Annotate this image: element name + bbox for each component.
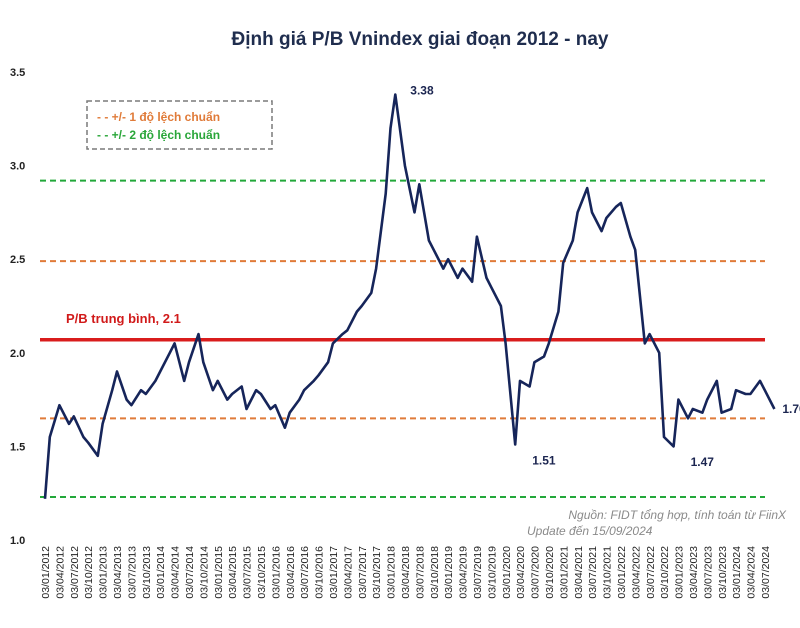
y-tick-label: 1.0 bbox=[10, 535, 25, 547]
y-tick-label: 3.0 bbox=[10, 161, 25, 173]
series-group bbox=[43, 93, 776, 499]
x-tick-label: 03/10/2019 bbox=[486, 546, 498, 599]
legend-item-1sd: - - +/- 1 độ lệch chuẩn bbox=[97, 110, 220, 124]
x-tick-label: 03/07/2024 bbox=[760, 546, 772, 599]
x-tick-label: 03/10/2020 bbox=[544, 546, 556, 599]
data-label-0: 3.38 bbox=[410, 83, 434, 97]
series-line-0 bbox=[43, 93, 776, 499]
x-axis-ticks: 03/01/2012 03/04/2012 03/07/2012 03/10/2012… bbox=[40, 546, 772, 599]
source-note: Nguồn: FIDT tổng hợp, tính toán từ FiinX bbox=[568, 508, 787, 522]
x-tick-label: 03/04/2020 bbox=[515, 546, 527, 599]
x-tick-label: 03/01/2021 bbox=[558, 546, 570, 599]
x-tick-label: 03/04/2021 bbox=[573, 546, 585, 599]
x-tick-label: 03/04/2018 bbox=[400, 546, 412, 599]
y-tick-label: 1.5 bbox=[10, 441, 25, 453]
x-tick-label: 03/04/2019 bbox=[458, 546, 470, 599]
x-tick-label: 03/01/2018 bbox=[386, 546, 398, 599]
x-tick-label: 03/01/2013 bbox=[98, 546, 110, 599]
x-tick-label: 03/01/2024 bbox=[731, 546, 743, 599]
x-tick-label: 03/01/2023 bbox=[674, 546, 686, 599]
x-tick-label: 03/04/2013 bbox=[112, 546, 124, 599]
x-tick-label: 03/04/2015 bbox=[227, 546, 239, 599]
x-tick-label: 03/04/2017 bbox=[342, 546, 354, 599]
data-label-2: 1.47 bbox=[691, 455, 715, 469]
x-tick-label: 03/04/2016 bbox=[285, 546, 297, 599]
x-tick-label: 03/10/2015 bbox=[256, 546, 268, 599]
legend: - - +/- 1 độ lệch chuẩn - - +/- 2 độ lệc… bbox=[86, 100, 273, 150]
x-tick-label: 03/07/2013 bbox=[126, 546, 138, 599]
x-tick-label: 03/04/2024 bbox=[746, 546, 758, 599]
x-tick-label: 03/01/2019 bbox=[443, 546, 455, 599]
x-tick-label: 03/10/2018 bbox=[429, 546, 441, 599]
x-tick-label: 03/01/2014 bbox=[155, 546, 167, 599]
x-tick-label: 03/07/2017 bbox=[357, 546, 369, 599]
x-tick-label: 03/10/2023 bbox=[717, 546, 729, 599]
x-tick-label: 03/07/2014 bbox=[184, 546, 196, 599]
x-tick-label: 03/01/2017 bbox=[328, 546, 340, 599]
x-tick-label: 03/10/2013 bbox=[141, 546, 153, 599]
x-tick-label: 03/07/2020 bbox=[530, 546, 542, 599]
x-tick-label: 03/01/2015 bbox=[213, 546, 225, 599]
x-tick-label: 03/07/2021 bbox=[587, 546, 599, 599]
annotations: 3.38 1.51 1.47 1.70 bbox=[410, 83, 800, 469]
x-tick-label: 03/10/2016 bbox=[314, 546, 326, 599]
chart-title: Định giá P/B Vnindex giai đoạn 2012 - na… bbox=[232, 29, 609, 50]
x-tick-label: 03/01/2012 bbox=[40, 546, 52, 599]
x-tick-label: 03/01/2020 bbox=[501, 546, 513, 599]
y-tick-label: 2.5 bbox=[10, 254, 25, 266]
x-tick-label: 03/07/2016 bbox=[299, 546, 311, 599]
y-tick-label: 2.0 bbox=[10, 348, 25, 360]
x-tick-label: 03/07/2022 bbox=[645, 546, 657, 599]
x-tick-label: 03/10/2021 bbox=[602, 546, 614, 599]
x-tick-label: 03/10/2017 bbox=[371, 546, 383, 599]
mean-line-label: P/B trung bình, 2.1 bbox=[66, 311, 181, 326]
update-note: Update đến 15/09/2024 bbox=[527, 524, 653, 538]
x-tick-label: 03/07/2018 bbox=[414, 546, 426, 599]
x-tick-label: 03/01/2022 bbox=[616, 546, 628, 599]
data-label-1: 1.51 bbox=[532, 454, 556, 468]
x-tick-label: 03/10/2022 bbox=[659, 546, 671, 599]
x-tick-label: 03/07/2012 bbox=[69, 546, 81, 599]
legend-item-2sd: - - +/- 2 độ lệch chuẩn bbox=[97, 128, 220, 142]
data-label-3: 1.70 bbox=[782, 402, 800, 416]
y-tick-label: 3.5 bbox=[10, 67, 25, 79]
x-tick-label: 03/04/2023 bbox=[688, 546, 700, 599]
x-tick-label: 03/04/2014 bbox=[170, 546, 182, 599]
x-tick-label: 03/10/2014 bbox=[198, 546, 210, 599]
x-tick-label: 03/07/2023 bbox=[702, 546, 714, 599]
x-tick-label: 03/10/2012 bbox=[83, 546, 95, 599]
legend-box bbox=[86, 100, 273, 150]
x-tick-label: 03/04/2022 bbox=[630, 546, 642, 599]
x-tick-label: 03/01/2016 bbox=[270, 546, 282, 599]
x-tick-label: 03/07/2015 bbox=[242, 546, 254, 599]
reference-lines bbox=[40, 179, 765, 498]
x-tick-label: 03/04/2012 bbox=[54, 546, 66, 599]
y-axis-ticks: 1.0 1.5 2.0 2.5 3.0 3.5 bbox=[10, 67, 25, 547]
x-tick-label: 03/07/2019 bbox=[472, 546, 484, 599]
